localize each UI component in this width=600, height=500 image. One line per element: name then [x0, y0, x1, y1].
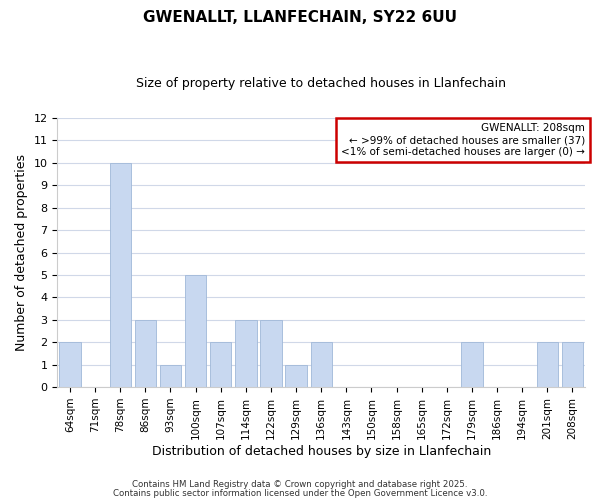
Text: Contains public sector information licensed under the Open Government Licence v3: Contains public sector information licen… — [113, 488, 487, 498]
Bar — [286, 364, 307, 387]
Bar — [134, 320, 156, 387]
Bar — [562, 342, 583, 387]
Bar — [110, 163, 131, 387]
Text: GWENALLT, LLANFECHAIN, SY22 6UU: GWENALLT, LLANFECHAIN, SY22 6UU — [143, 10, 457, 25]
Text: Contains HM Land Registry data © Crown copyright and database right 2025.: Contains HM Land Registry data © Crown c… — [132, 480, 468, 489]
Bar — [536, 342, 558, 387]
Bar — [311, 342, 332, 387]
Bar — [59, 342, 80, 387]
Bar — [260, 320, 281, 387]
Y-axis label: Number of detached properties: Number of detached properties — [15, 154, 28, 351]
Bar — [210, 342, 232, 387]
Title: Size of property relative to detached houses in Llanfechain: Size of property relative to detached ho… — [136, 78, 506, 90]
Text: GWENALLT: 208sqm
← >99% of detached houses are smaller (37)
<1% of semi-detached: GWENALLT: 208sqm ← >99% of detached hous… — [341, 124, 585, 156]
X-axis label: Distribution of detached houses by size in Llanfechain: Distribution of detached houses by size … — [152, 444, 491, 458]
Bar — [160, 364, 181, 387]
Bar — [461, 342, 482, 387]
Bar — [185, 275, 206, 387]
Bar — [235, 320, 257, 387]
